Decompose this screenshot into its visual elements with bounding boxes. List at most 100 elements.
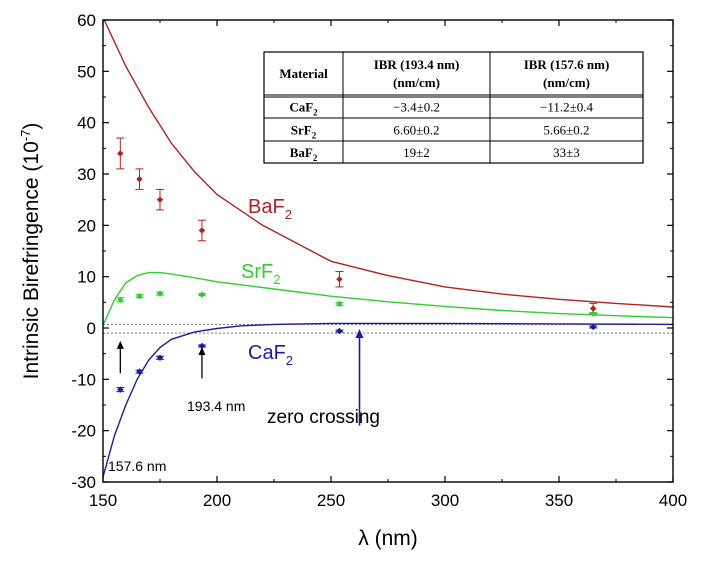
data-marker [117, 386, 124, 393]
data-marker [117, 296, 124, 303]
arrow-head [355, 329, 364, 339]
annotation-193-4-nm: 193.4 nm [187, 398, 245, 414]
data-points [116, 137, 598, 393]
point-caf2-5 [589, 323, 598, 331]
point-baf2-1 [135, 168, 144, 190]
data-marker [590, 323, 597, 331]
data-marker [336, 276, 343, 283]
point-baf2-0 [116, 137, 125, 170]
data-marker [156, 354, 164, 361]
table-material-subscript: 2 [313, 108, 318, 118]
series-label-caf2: CaF2 [248, 342, 293, 368]
data-marker [590, 310, 597, 317]
table-header-1-unit: (nm/cm) [393, 75, 440, 90]
arrow-head [198, 346, 206, 355]
table-cell-material: BaF2 [290, 145, 318, 163]
table-material-subscript: 2 [312, 131, 317, 141]
axis-ticks: 150 200 250 300 350 400 -30 -20 -10 0 10 20 30 40 50 60 [71, 11, 687, 510]
data-marker [117, 150, 124, 157]
x-tick-label: 250 [317, 491, 345, 510]
curve-srf2 [103, 271, 673, 326]
annotations: 193.4 nm 157.6 nm zero crossing [108, 329, 380, 474]
series-label-srf2: SrF2 [241, 261, 280, 287]
data-marker [136, 292, 143, 300]
x-tick-label: 150 [89, 491, 117, 510]
y-axis-title-exponent: -7 [18, 130, 33, 142]
data-table: Material IBR (193.4 nm) (nm/cm) IBR (157.6 … [263, 51, 644, 164]
theory-curves [103, 20, 673, 478]
series-label-base: CaF [248, 342, 286, 364]
data-marker [198, 342, 206, 350]
y-tick-label: -30 [71, 473, 96, 492]
table-cell-material: SrF2 [291, 123, 317, 141]
point-caf2-4 [335, 327, 344, 335]
point-srf2-0 [116, 296, 125, 303]
table-material-base: SrF [291, 123, 312, 138]
series-label-subscript: 2 [273, 272, 280, 287]
y-tick-label: 50 [77, 62, 96, 81]
table-material-subscript: 2 [313, 153, 318, 163]
data-marker [156, 196, 164, 203]
y-tick-label: 60 [77, 11, 96, 30]
y-axis-title-close: ) [20, 123, 43, 130]
y-axis-title-main: Intrinsic Birefringence (10 [20, 141, 43, 379]
series-label-subscript: 2 [285, 207, 292, 222]
y-tick-label: 40 [77, 114, 96, 133]
y-axis-title: Intrinsic Birefringence (10-7) [18, 123, 43, 380]
y-tick-label: 0 [87, 319, 96, 338]
table-material-base: CaF [289, 100, 313, 115]
reference-lines [103, 323, 673, 334]
y-tick-label: 10 [77, 268, 96, 287]
point-baf2-2 [156, 188, 164, 211]
table-header-2: IBR (157.6 nm) [524, 57, 610, 72]
curve-baf2 [103, 20, 673, 308]
point-caf2-1 [135, 368, 144, 375]
data-marker [336, 300, 343, 308]
series-label-subscript: 2 [286, 353, 293, 368]
x-tick-label: 400 [659, 491, 687, 510]
point-srf2-4 [335, 300, 344, 308]
point-baf2-3 [197, 219, 206, 242]
x-axis-title: λ (nm) [358, 527, 418, 550]
point-caf2-0 [116, 386, 125, 393]
table-cell-ibr-157: −11.2±0.4 [540, 100, 593, 115]
x-tick-label: 200 [203, 491, 231, 510]
arrow-157-6 [116, 340, 124, 374]
y-tick-label: -20 [71, 422, 96, 441]
arrow-head [116, 340, 124, 349]
point-srf2-3 [197, 291, 206, 298]
annotation-zero-crossing: zero crossing [267, 407, 380, 428]
y-tick-label: -10 [71, 370, 96, 389]
table-cell-ibr-193: 19±2 [403, 145, 430, 160]
axis-titles: λ (nm) Intrinsic Birefringence (10-7) [18, 123, 418, 550]
curve-caf2 [103, 322, 673, 478]
series-label-baf2: BaF2 [248, 196, 292, 222]
series-label-base: SrF [241, 261, 273, 283]
data-marker [590, 305, 597, 312]
zero-crossing-arrow [355, 329, 364, 426]
table-cell-ibr-157: 5.66±0.2 [543, 123, 589, 138]
y-tick-label: 30 [77, 165, 96, 184]
annotation-157-6-nm: 157.6 nm [108, 458, 166, 474]
table-material-base: BaF [290, 145, 313, 160]
table-header-2-unit: (nm/cm) [543, 75, 590, 90]
table-cell-ibr-193: −3.4±0.2 [393, 100, 440, 115]
table-cell-ibr-193: 6.60±0.2 [393, 123, 439, 138]
x-tick-label: 300 [431, 491, 459, 510]
data-marker [156, 290, 164, 297]
arrow-193-4 [198, 346, 206, 379]
point-srf2-5 [589, 310, 598, 317]
table-frame [263, 51, 644, 164]
table-header-0: Material [279, 66, 328, 81]
data-marker [136, 175, 143, 183]
data-marker [136, 368, 143, 375]
point-srf2-2 [156, 290, 164, 297]
data-marker [336, 327, 343, 335]
data-marker [198, 227, 206, 234]
table-cell-material: CaF2 [289, 100, 318, 118]
point-caf2-2 [156, 354, 164, 361]
point-baf2-4 [335, 271, 344, 288]
